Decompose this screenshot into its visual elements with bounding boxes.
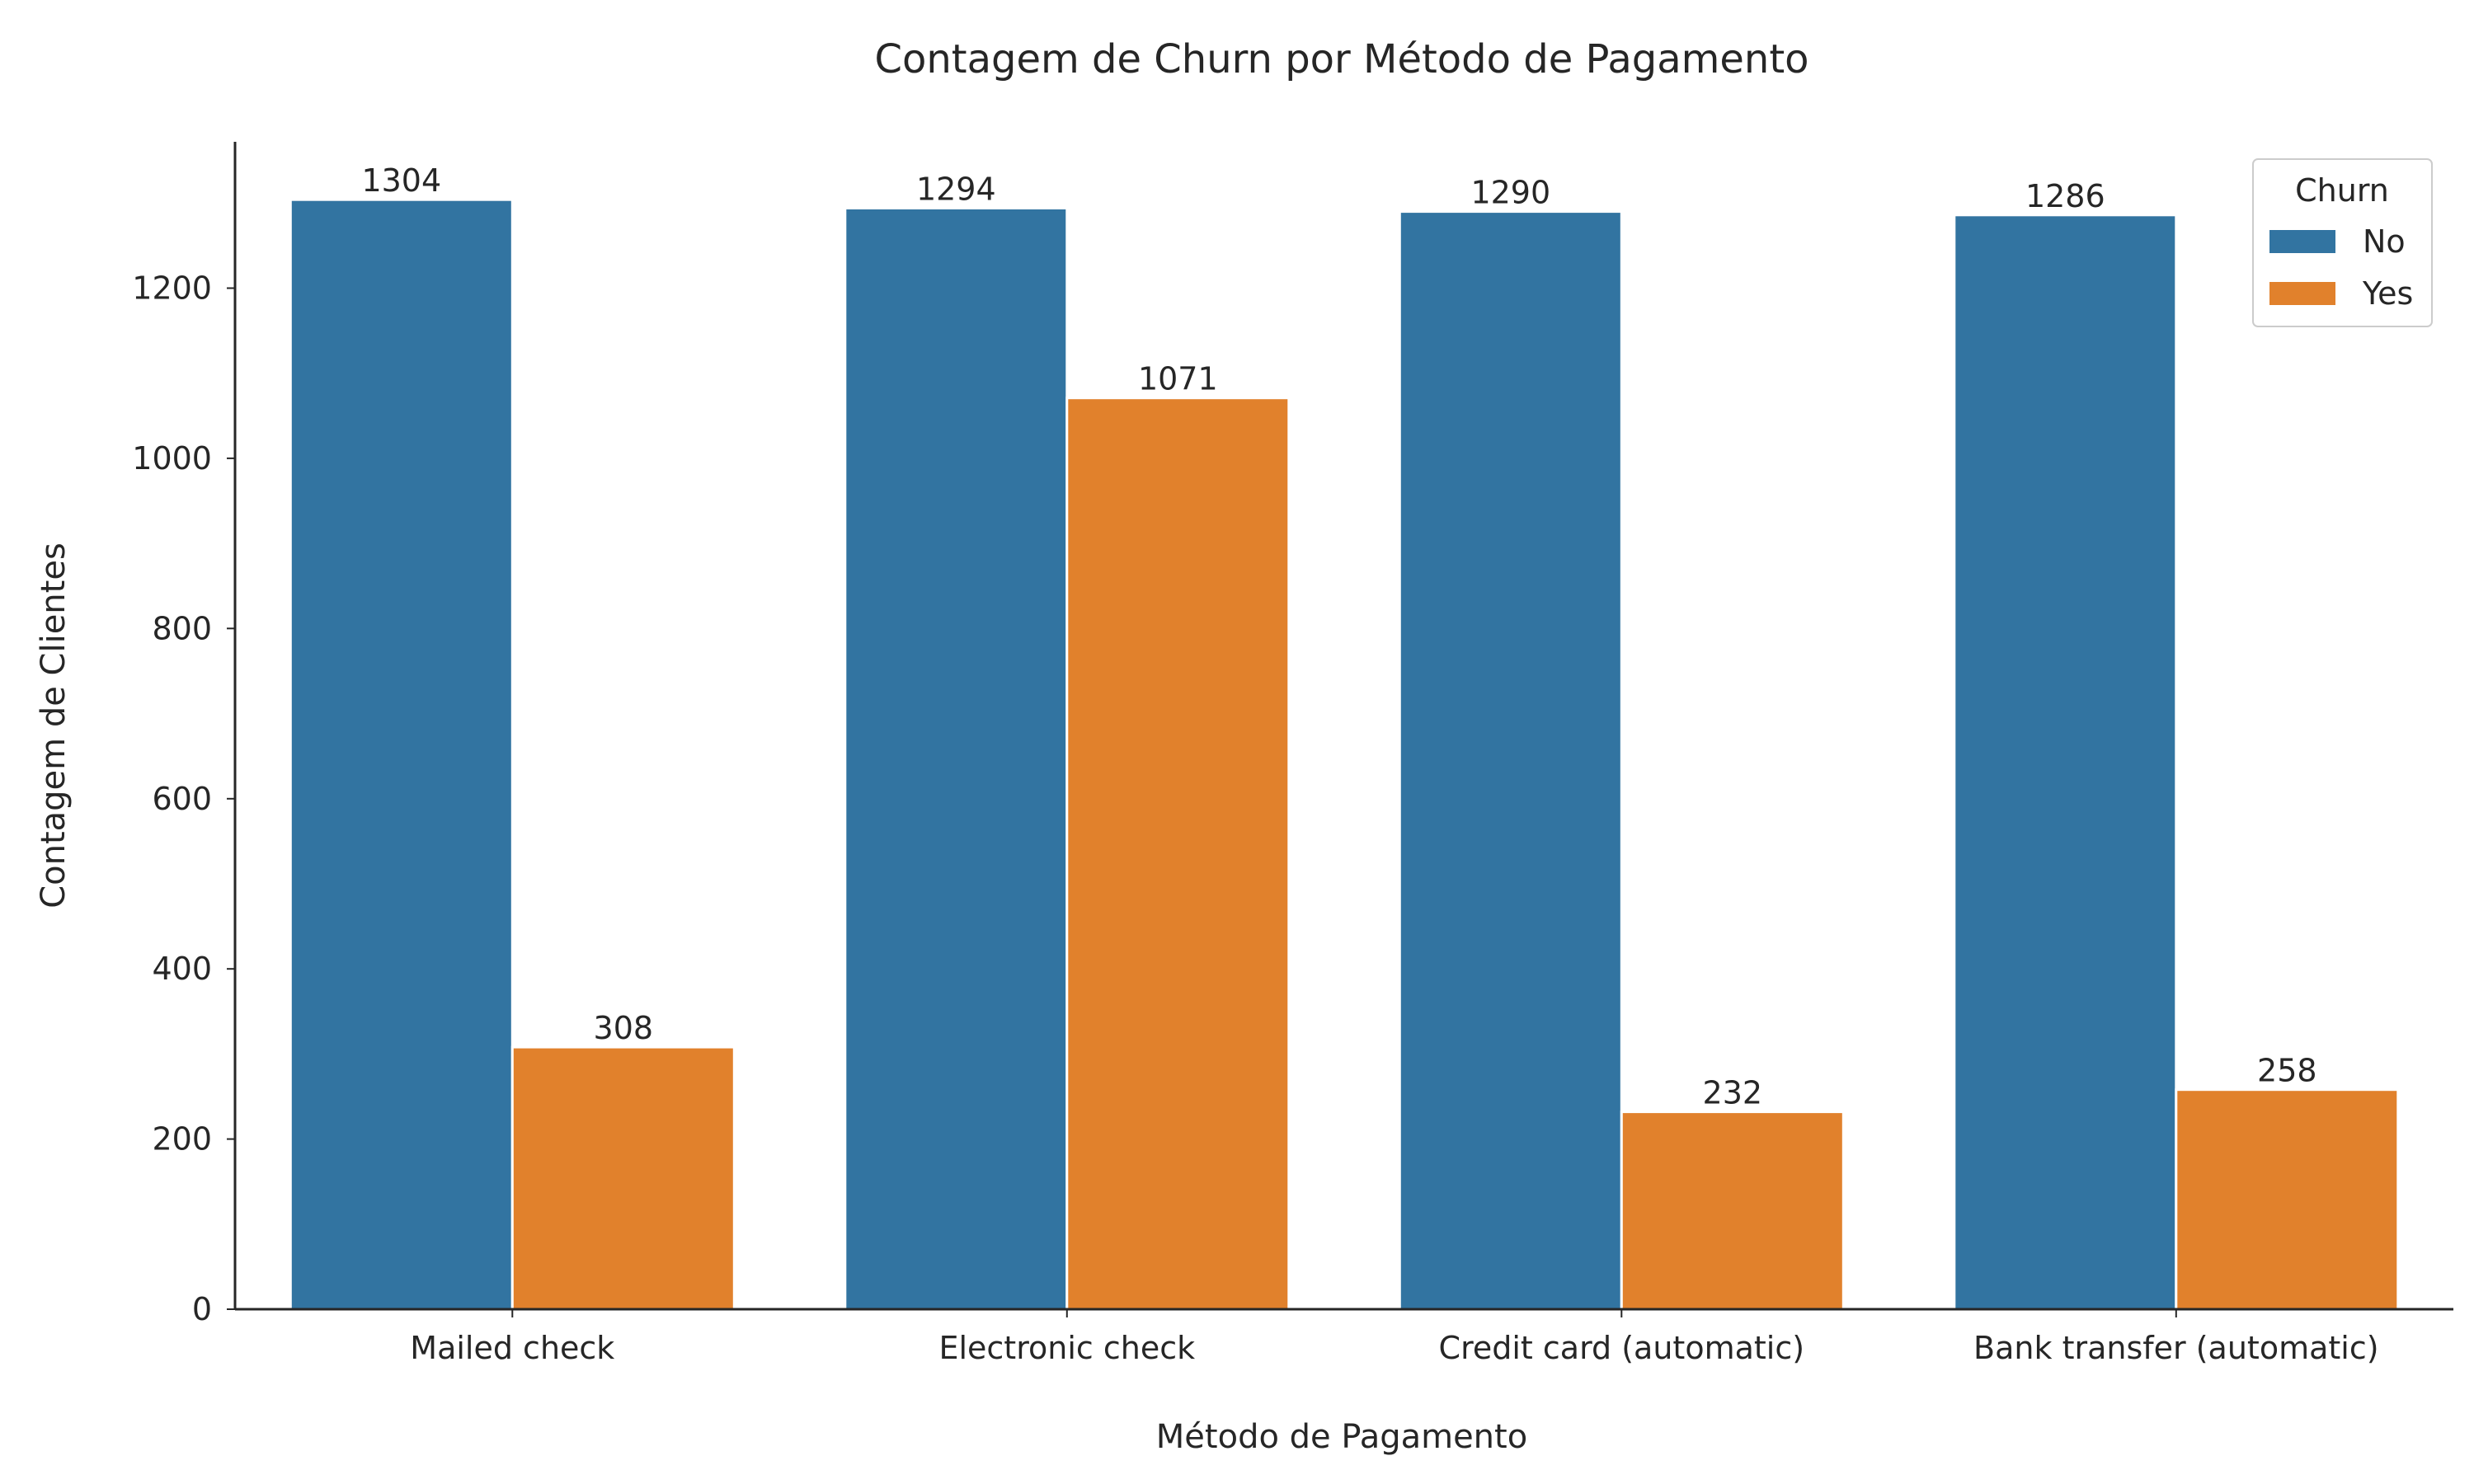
y-tick-label-4: 800	[152, 610, 212, 646]
bar-yes-3	[2175, 1088, 2400, 1311]
y-axis-label: Contagem de Clientes	[35, 542, 73, 909]
legend-label-yes: Yes	[2362, 275, 2413, 312]
x-tick-label-0: Mailed check	[410, 1330, 614, 1366]
legend-label-no: No	[2363, 223, 2406, 260]
bar-value-label-yes-2: 232	[1703, 1075, 1763, 1111]
bars-layer	[289, 198, 2400, 1311]
y-tick-label-1: 200	[152, 1121, 212, 1158]
legend-title: Churn	[2295, 172, 2389, 209]
bar-no-3	[1953, 214, 2178, 1311]
bar-value-label-yes-0: 308	[594, 1010, 654, 1046]
ticks-layer: Mailed check Electronic check Credit card …	[132, 270, 2378, 1367]
x-tick-label-2: Credit card (automatic)	[1439, 1330, 1805, 1366]
legend-swatch-no	[2269, 230, 2335, 253]
bar-no-1	[844, 207, 1069, 1311]
y-tick-label-3: 600	[152, 781, 212, 817]
bar-yes-0	[510, 1045, 736, 1311]
y-tick-label-0: 0	[192, 1291, 212, 1327]
bar-value-label-no-3: 1286	[2025, 178, 2105, 214]
bar-yes-1	[1065, 397, 1291, 1311]
bar-yes-2	[1620, 1111, 1845, 1311]
bar-value-label-no-2: 1290	[1470, 175, 1550, 211]
bar-no-0	[289, 198, 514, 1311]
bar-value-label-no-1: 1294	[916, 171, 996, 208]
bar-value-label-yes-3: 258	[2257, 1053, 2317, 1089]
y-tick-label-5: 1000	[132, 440, 212, 477]
bar-labels-layer: 1304 308 1294 1071 1290 232 1286 258	[361, 162, 2316, 1111]
legend-swatch-yes	[2269, 282, 2335, 305]
y-tick-label-6: 1200	[132, 270, 212, 307]
bar-value-label-yes-1: 1071	[1138, 361, 1218, 397]
x-axis-label: Método de Pagamento	[1156, 1418, 1527, 1456]
legend: Churn No Yes	[2252, 158, 2433, 327]
x-tick-label-3: Bank transfer (automatic)	[1973, 1330, 2379, 1366]
bar-no-2	[1398, 210, 1623, 1311]
x-tick-label-1: Electronic check	[938, 1330, 1195, 1366]
bar-value-label-no-0: 1304	[361, 162, 441, 199]
y-tick-label-2: 400	[152, 951, 212, 987]
chart-title: Contagem de Churn por Método de Pagament…	[874, 36, 1808, 82]
